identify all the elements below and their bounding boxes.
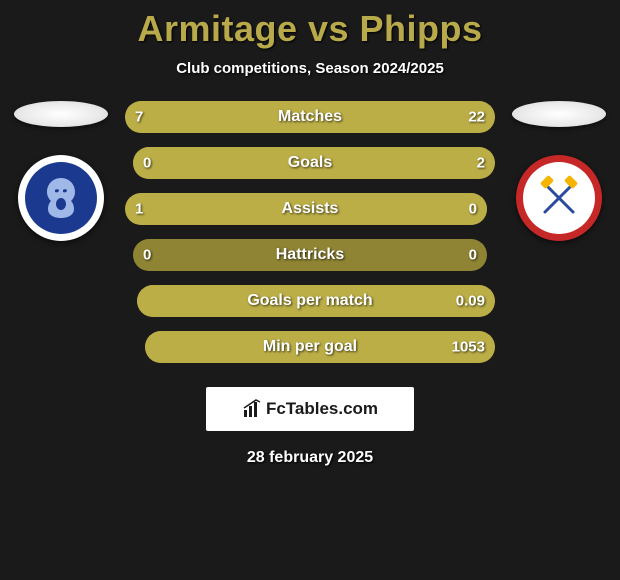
bar-track: [125, 101, 495, 133]
left-team-column: [14, 101, 108, 241]
bar-track: [133, 147, 495, 179]
right-player-ellipse: [512, 101, 606, 127]
stat-row: Matches722: [125, 101, 495, 133]
bar-fill-left: [125, 193, 487, 225]
stat-row: Hattricks00: [125, 239, 495, 271]
stat-row: Goals02: [125, 147, 495, 179]
left-player-ellipse: [14, 101, 108, 127]
stat-row: Min per goal1053: [125, 331, 495, 363]
bar-fill-right: [137, 285, 495, 317]
right-crest-inner: [523, 162, 595, 234]
hammers-icon: [533, 172, 585, 224]
bar-track: [125, 193, 487, 225]
brand-footer[interactable]: FcTables.com: [206, 387, 414, 431]
right-team-crest: [516, 155, 602, 241]
bar-fill-right: [214, 101, 495, 133]
griffin-icon: [35, 172, 87, 224]
bar-fill-right: [145, 331, 495, 363]
bar-fill-right: [133, 147, 495, 179]
left-team-crest: [18, 155, 104, 241]
page-title: Armitage vs Phipps: [0, 8, 620, 50]
right-team-column: [512, 101, 606, 241]
bar-track: [137, 285, 495, 317]
left-crest-inner: [25, 162, 97, 234]
chart-icon: [242, 399, 262, 419]
footer-date: 28 february 2025: [0, 449, 620, 467]
page-subtitle: Club competitions, Season 2024/2025: [0, 60, 620, 77]
stat-row: Assists10: [125, 193, 495, 225]
bar-track: [133, 239, 487, 271]
header: Armitage vs Phipps Club competitions, Se…: [0, 0, 620, 77]
stat-bars: Matches722 Goals02 Assists10 Hattricks00 Goa…: [125, 101, 495, 363]
stat-row: Goals per match0.09: [125, 285, 495, 317]
bar-fill-left: [125, 101, 214, 133]
brand-text: FcTables.com: [266, 399, 378, 419]
bar-track: [145, 331, 495, 363]
main-content: Matches722 Goals02 Assists10 Hattricks00 Goa…: [0, 101, 620, 363]
